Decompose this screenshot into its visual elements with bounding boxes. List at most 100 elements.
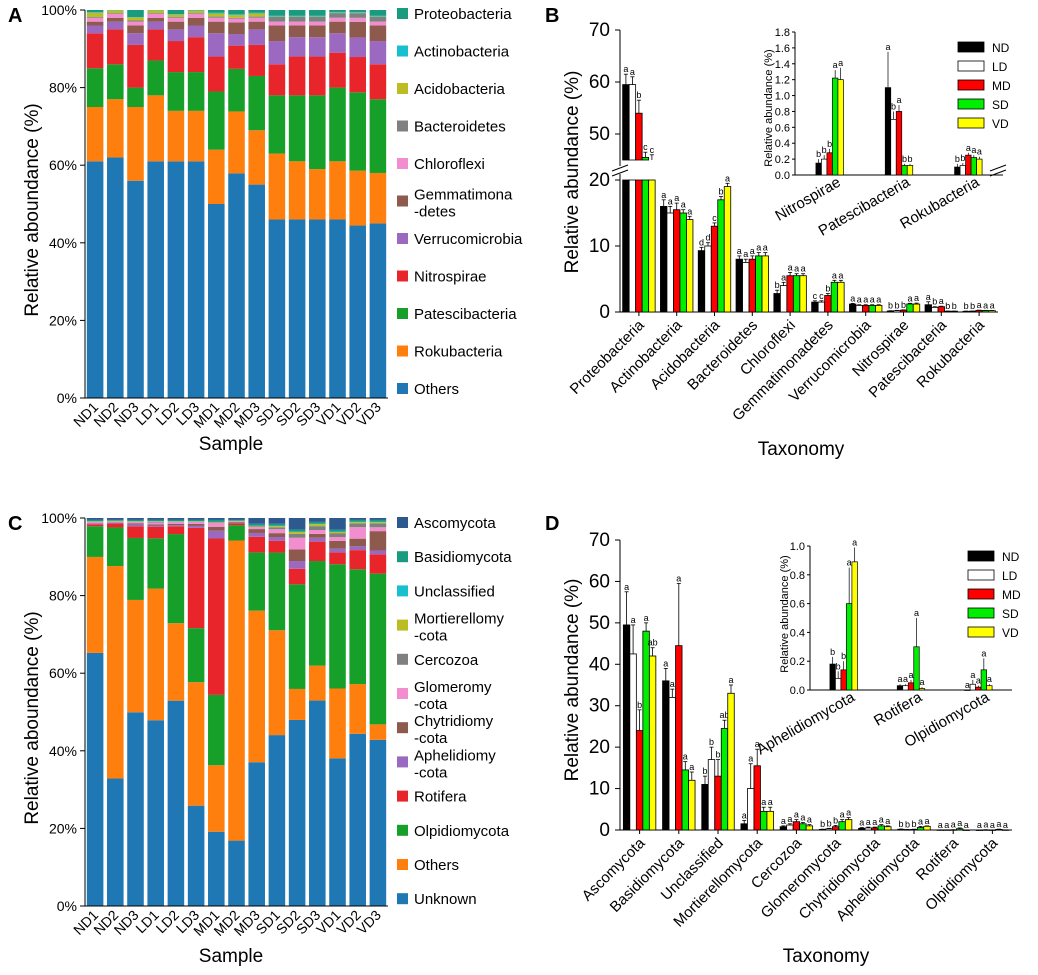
stack-segment (228, 525, 245, 540)
stack-segment (309, 530, 326, 534)
bar-sd-upper (642, 157, 649, 160)
stack-segment (309, 17, 326, 22)
stack-segment (349, 523, 366, 527)
stack-segment (309, 524, 326, 526)
stack-segment (208, 13, 225, 16)
stack-segment (228, 541, 245, 841)
stack-segment (228, 22, 245, 34)
b-inset-tick-label: 1.0 (775, 91, 790, 103)
inset-legend-swatch-nd (958, 42, 984, 52)
stack-segment (309, 542, 326, 561)
significance-letter: a (977, 820, 982, 830)
inset-significance-letter: a (908, 670, 913, 680)
stack-segment (329, 10, 346, 12)
bar-ld (856, 305, 863, 312)
legend-swatch (397, 688, 408, 699)
bar-md (711, 226, 718, 312)
stack-segment (349, 734, 366, 906)
stack-segment (127, 523, 144, 524)
bar-md (832, 827, 839, 830)
stack-segment (127, 600, 144, 712)
d-inset-x-label: Aphelidiomycota (754, 688, 858, 758)
significance-letter: b (702, 766, 707, 776)
stack-segment (269, 537, 286, 541)
stack-segment (127, 88, 144, 107)
stack-segment (329, 533, 346, 537)
stack-segment (269, 518, 286, 524)
inset-significance-letter: b (960, 153, 965, 163)
stack-segment (87, 107, 104, 161)
bar-md (900, 310, 907, 312)
stack-segment (269, 533, 286, 537)
bar-nd (849, 304, 856, 312)
stack-segment (168, 10, 185, 14)
stack-segment (147, 18, 164, 22)
legend-swatch (397, 346, 408, 357)
stack-segment (168, 72, 185, 111)
panel-letter-c: C (8, 513, 22, 535)
significance-letter: a (983, 300, 988, 310)
b-inset-bar-vd (977, 159, 983, 175)
inset-significance-letter: a (919, 677, 924, 687)
legend-swatch (397, 271, 408, 282)
stack-segment (228, 69, 245, 112)
stack-segment (370, 527, 387, 531)
stack-segment (349, 226, 366, 398)
inset-significance-letter: b (827, 139, 832, 149)
stack-segment (269, 154, 286, 220)
bar-sd (831, 282, 838, 312)
stack-segment (168, 526, 185, 534)
stack-segment (188, 526, 205, 528)
stack-segment (127, 520, 144, 521)
panel-c-legend: AscomycotaBasidiomycotaUnclassifiedMorti… (397, 515, 512, 908)
inset-significance-letter: a (897, 674, 902, 684)
stack-segment (309, 534, 326, 538)
bar-sd (793, 276, 800, 312)
c-y-tick-label: 80% (49, 588, 77, 604)
stack-segment (269, 10, 286, 16)
a-y-tick-label: 60% (49, 157, 77, 173)
stack-segment (289, 538, 306, 550)
significance-letter: a (879, 815, 884, 825)
bar-sd (996, 829, 1003, 830)
stack-segment (289, 549, 306, 561)
legend-swatch (397, 383, 408, 394)
d-inset-bar-sd (846, 604, 852, 690)
bar-ld (865, 828, 872, 830)
stack-segment (87, 557, 104, 653)
significance-letter: b (898, 819, 903, 829)
bar-vd (686, 220, 693, 312)
significance-letter: a (918, 816, 923, 826)
stack-segment (370, 26, 387, 42)
inset-significance-letter: a (966, 143, 971, 153)
stack-segment (309, 701, 326, 906)
stack-segment (370, 523, 387, 527)
stack-segment (269, 16, 286, 17)
bar-nd (623, 625, 630, 830)
stack-segment (269, 529, 286, 533)
stack-segment (87, 520, 104, 521)
significance-letter: a (801, 264, 806, 274)
stack-segment (370, 223, 387, 398)
stack-segment (87, 17, 104, 18)
d-inset-tick-label: 1.0 (790, 541, 805, 553)
d-inset-bar-nd (965, 690, 971, 691)
c-y-tick-label: 100% (41, 510, 77, 526)
stack-segment (107, 779, 124, 906)
inset-legend-label: MD (1002, 588, 1021, 602)
d-inset-tick-label: 0.8 (790, 570, 805, 582)
significance-letter: a (631, 615, 636, 625)
d-y-tick-label: 60 (589, 571, 610, 592)
stack-segment (168, 520, 185, 521)
stack-segment (329, 12, 346, 13)
inset-significance-letter: b (955, 154, 960, 164)
stack-segment (208, 695, 225, 765)
significance-letter: b (901, 300, 906, 310)
stack-segment (349, 684, 366, 734)
d-y-tick-label: 0 (599, 820, 610, 841)
stack-segment (147, 60, 164, 95)
stack-segment (188, 522, 205, 524)
stack-segment (208, 204, 225, 398)
stack-segment (289, 518, 306, 530)
